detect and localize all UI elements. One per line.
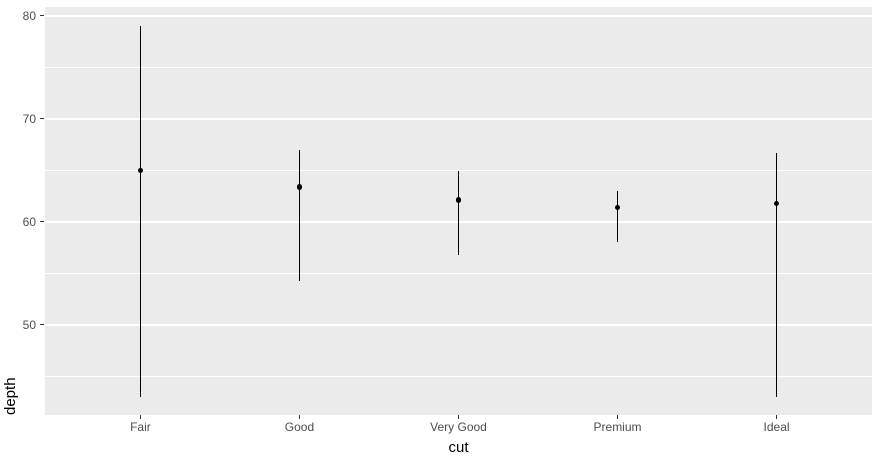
x-tick-mark (616, 415, 619, 419)
y-tick-label: 60 (22, 214, 36, 229)
x-tick-mark (298, 415, 301, 419)
x-tick-label: Ideal (763, 420, 790, 434)
y-tick-mark (40, 324, 44, 326)
y-tick-mark (40, 221, 44, 223)
gridline-major (45, 118, 872, 120)
plot-panel (45, 7, 872, 415)
x-tick-label: Fair (130, 420, 151, 434)
y-tick-label: 50 (22, 317, 36, 332)
pointrange-dot (296, 184, 303, 190)
pointrange-dot (137, 167, 144, 174)
pointrange-dot (455, 197, 462, 203)
x-tick-label: Very Good (430, 420, 487, 434)
pointrange-line (298, 149, 301, 281)
x-axis-title: cut (448, 439, 469, 456)
gridline-major (45, 324, 872, 326)
gridline-minor (45, 272, 872, 274)
pointrange-line (775, 152, 778, 397)
y-tick-label: 80 (22, 8, 36, 23)
pointrange-line (139, 26, 142, 397)
x-tick-mark (457, 415, 460, 419)
y-tick-mark (40, 15, 44, 17)
x-tick-mark (139, 415, 141, 419)
y-tick-mark (40, 118, 44, 120)
pointrange-dot (614, 204, 621, 211)
x-tick-label: Good (284, 420, 315, 434)
gridline-major (45, 15, 872, 17)
y-tick-label: 70 (22, 111, 36, 126)
pointrange-line (457, 171, 460, 255)
x-tick-label: Premium (593, 420, 642, 434)
pointrange-line (616, 190, 619, 243)
x-tick-mark (775, 415, 778, 419)
gridline-minor (45, 66, 872, 68)
y-axis-title: depth (2, 377, 19, 415)
pointrange-dot (773, 200, 780, 207)
gridline-minor (45, 169, 872, 171)
gridline-minor (45, 375, 872, 377)
